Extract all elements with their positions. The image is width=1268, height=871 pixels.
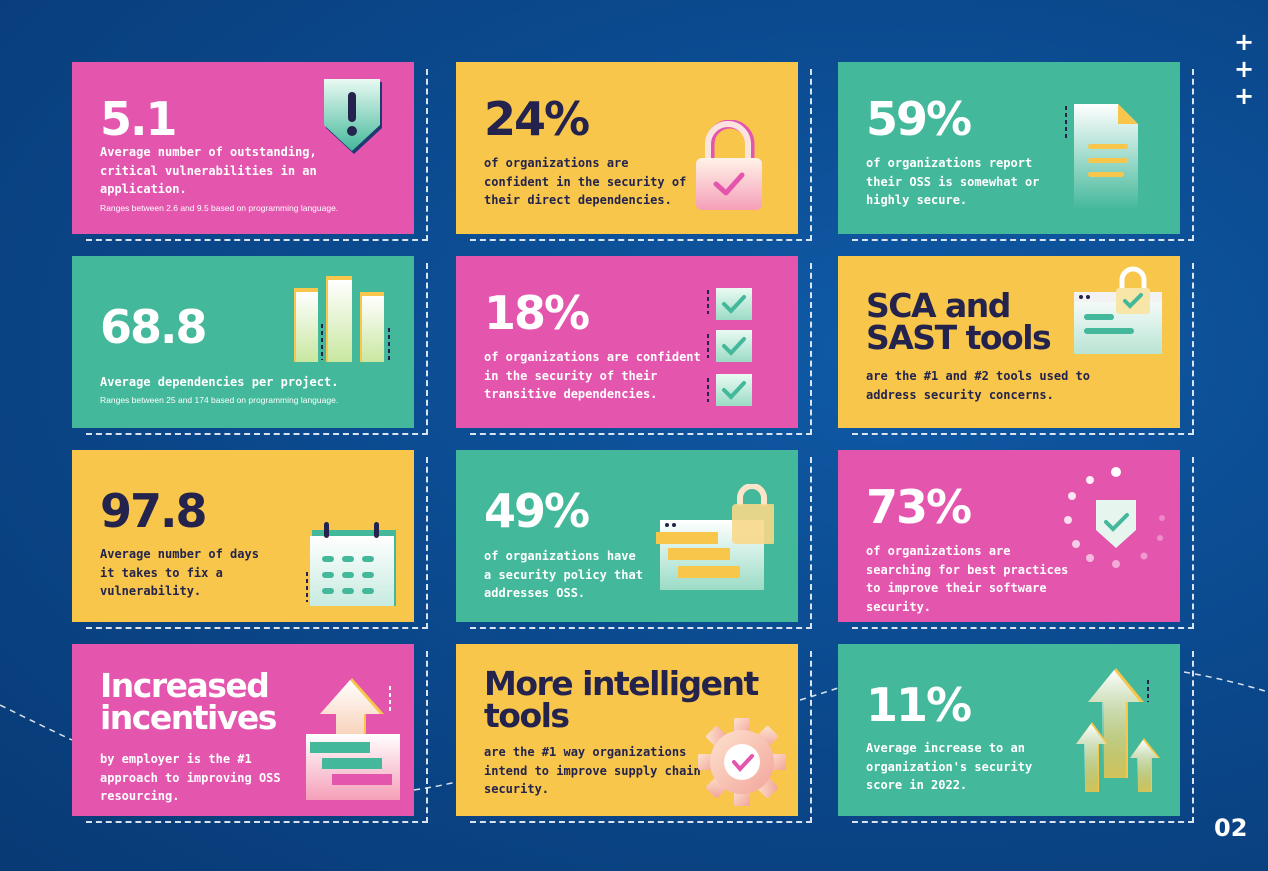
stat-note: Ranges between 25 and 174 based on progr… [100,395,339,405]
checkbox-list-icon [707,288,752,406]
card-outline [852,651,1194,823]
stat-card-security-score: 11% Average increase to an organization'… [838,644,1180,816]
stat-description: Average number of outstanding, critical … [100,145,317,196]
policy-window-lock-icon [656,484,774,590]
headline: SCA and SAST tools [866,286,1052,357]
stat-value: 97.8 [100,484,207,538]
browser-lock-icon [1074,266,1162,354]
card-outline [470,263,812,435]
headline: Increased incentives [100,666,277,737]
stat-value: 49% [484,484,590,538]
gear-check-icon [698,718,786,806]
stat-description: Average number of days it takes to fix a… [100,547,259,598]
card-outline [86,69,428,241]
card-outline [470,457,812,629]
card-outline [852,263,1194,435]
card-outline [852,69,1194,241]
stat-value: 68.8 [100,300,207,354]
stat-value: 59% [866,92,972,146]
arrow-window-icon [306,678,400,800]
stat-description: of organizations report their OSS is som… [866,156,1040,207]
calendar-icon [306,522,396,606]
headline: More intelligent tools [484,664,759,735]
stat-card-transitive-dependencies: 18% of organizations are confident in th… [456,256,798,428]
plus-icon: + [1234,82,1255,110]
card-outline [852,457,1194,629]
stat-description: Average increase to an organization's se… [866,741,1033,792]
stat-note: Ranges between 2.6 and 9.5 based on prog… [100,203,339,213]
page-number: 02 [1214,814,1248,842]
stat-description: of organizations have a security policy … [484,549,643,600]
stat-description: Average dependencies per project. [100,375,339,389]
stat-card-security-policy: 49% of organizations have a security pol… [456,450,798,622]
stat-card-best-practices: 73% of organizations are searching for b… [838,450,1180,622]
stat-card-dependencies-per-project: 68.8 Average dependencies per project. R… [72,256,414,428]
stat-card-oss-secure: 59% of organizations report their OSS is… [838,62,1180,234]
stat-value: 5.1 [100,92,177,146]
stat-description: of organizations are confident in the se… [484,350,701,401]
card-outline [86,457,428,629]
shield-alert-icon [324,79,382,154]
stat-value: 73% [866,480,972,534]
stat-description: are the #1 and #2 tools used to address … [866,369,1090,402]
card-outline [86,263,428,435]
document-icon [1065,104,1138,210]
card-outline [470,651,812,823]
stat-value: 24% [484,92,590,146]
stat-description: of organizations are searching for best … [866,544,1069,614]
stat-value: 11% [866,678,972,732]
stat-description: are the #1 way organizations intend to i… [484,745,701,796]
plus-icon: + [1234,28,1255,56]
stat-value: 18% [484,286,590,340]
stat-card-days-to-fix: 97.8 Average number of days it takes to … [72,450,414,622]
stat-card-outstanding-vulnerabilities: 5.1 Average number of outstanding, criti… [72,62,414,234]
card-outline [470,69,812,241]
stat-card-direct-dependencies: 24% of organizations are confident in th… [456,62,798,234]
card-outline [86,651,428,823]
up-arrows-icon [1076,668,1160,792]
shield-loading-icon [1064,467,1165,568]
stat-description: of organizations are confident in the se… [484,156,687,207]
stat-description: by employer is the #1 approach to improv… [100,752,281,803]
stat-card-sca-sast-tools: SCA and SAST tools are the #1 and #2 too… [838,256,1180,428]
bar-chart-icon [294,276,390,362]
padlock-check-icon [696,120,762,210]
stat-card-intelligent-tools: More intelligent tools are the #1 way or… [456,644,798,816]
stat-card-increased-incentives: Increased incentives by employer is the … [72,644,414,816]
plus-icon: + [1234,55,1255,83]
